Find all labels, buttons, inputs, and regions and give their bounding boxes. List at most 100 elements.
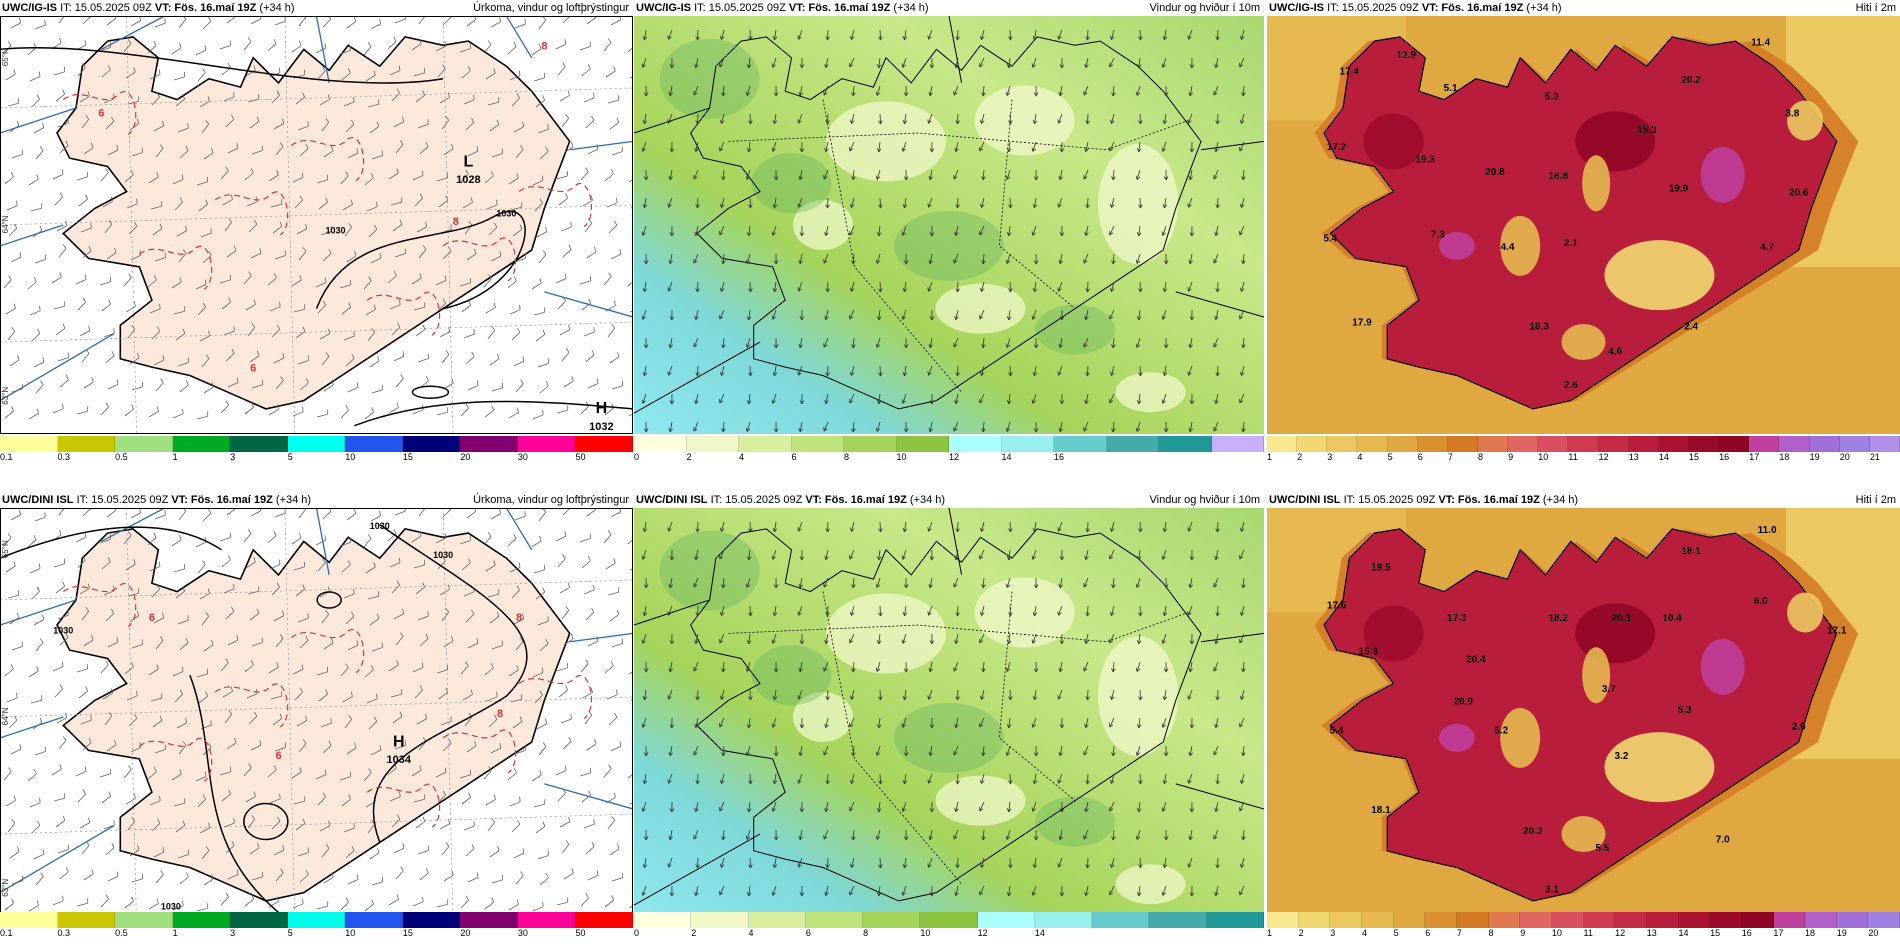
colorbar-swatch [1357, 436, 1388, 452]
iceland-coastline [690, 36, 1202, 410]
colorbar-swatch [1298, 912, 1331, 928]
temp-label: 5.3 [1678, 705, 1692, 716]
panel-header: UWC/IG-IS IT: 15.05.2025 09Z VT: Fös. 16… [634, 0, 1264, 16]
colorbar-swatch [863, 912, 921, 928]
colorbar-swatches [1267, 912, 1900, 928]
temp-label: 18.2 [1548, 613, 1568, 624]
colorbar-swatch [1551, 912, 1584, 928]
colorbar-tick-label: 4 [739, 452, 745, 462]
colorbar-tick-label: 10 [1538, 452, 1549, 462]
init-time: IT: 15.05.2025 09Z [60, 2, 152, 14]
colorbar-tick-label: 0.5 [115, 452, 128, 462]
colorbar-swatch [920, 912, 978, 928]
colorbar-swatch [1646, 912, 1679, 928]
temp-cool-areas [1500, 592, 1824, 853]
colorbar-tick-label: 0.3 [57, 452, 71, 462]
colorbar-swatch [1678, 912, 1711, 928]
colorbar-tick-label: 1 [1267, 928, 1273, 938]
colorbar-swatch [805, 912, 864, 928]
colorbar-ticks: 0.1 0.3 0.5 1 3 5 10 15 20 30 50 [0, 928, 633, 938]
temp-label: 3.7 [1602, 684, 1616, 695]
colorbar-swatch [0, 912, 58, 928]
model-name: UWC/IG-IS [1269, 2, 1324, 14]
map-area: L 1028 H 1032 8 6 8 6 1030 1030 65°N 64°N 63°N [0, 16, 633, 434]
temp-label: 19.5 [1371, 563, 1391, 574]
panel-header: UWC/DINI ISL IT: 15.05.2025 09Z VT: Fös.… [1267, 492, 1900, 508]
temp-label: 3.1 [1545, 885, 1559, 896]
colorbar-tick-label: 7 [1447, 452, 1453, 462]
colorbar-tick-label: 5 [287, 928, 293, 938]
colorbar-tick-label: 16 [1054, 452, 1065, 462]
colorbar-swatches [0, 436, 634, 452]
colorbar-tick-label: 13 [1628, 452, 1639, 462]
init-time: IT: 15.05.2025 09Z [694, 2, 786, 14]
map-label: 6 [98, 107, 104, 119]
map-area [634, 16, 1264, 434]
map-label: 6 [275, 750, 281, 762]
colorbar-swatch [1839, 436, 1870, 452]
panel-wind-dini: UWC/DINI ISL IT: 15.05.2025 09Z VT: Fös.… [634, 480, 1264, 950]
valid-time: VT: Fös. 16.maí 19Z [805, 494, 907, 506]
panel-title: Úrkoma, vindur og loftþrýstingur [473, 2, 629, 14]
panel-precip-dini: UWC/DINI ISL IT: 15.05.2025 09Z VT: Fös.… [0, 480, 634, 950]
map-label: 8 [541, 40, 547, 52]
colorbar-tick-label: 1 [1267, 452, 1273, 462]
colorbar-tick-label: 8 [1488, 928, 1494, 938]
meridian-lines [634, 16, 1264, 414]
colorbar: 0 2 4 6 8 10 12 14 [634, 912, 1264, 938]
temp-label: 20.1 [1612, 613, 1632, 624]
latitude-label: 64°N [1, 707, 10, 725]
colorbar-swatch [1583, 912, 1616, 928]
map-canvas [634, 16, 1264, 434]
colorbar-tick-label: 15 [402, 928, 413, 938]
valid-time: VT: Fös. 16.maí 19Z [171, 494, 273, 506]
wind-barbs [3, 508, 633, 912]
colorbar-swatch [1447, 436, 1478, 452]
map-area [634, 508, 1264, 926]
colorbar-tick-label: 3 [230, 928, 236, 938]
colorbar-tick-label: 14 [1001, 452, 1012, 462]
colorbar-swatch [57, 436, 116, 452]
colorbar-tick-label: 17 [1749, 452, 1760, 462]
colorbar-swatch [345, 436, 403, 452]
latitude-label: 65°N [1, 48, 10, 66]
colorbar-swatch [1568, 436, 1599, 452]
colorbar-tick-label: 10 [1551, 928, 1562, 938]
model-name: UWC/IG-IS [2, 2, 57, 14]
iceland-coastline [56, 36, 571, 410]
colorbar-swatch [1598, 436, 1629, 452]
colorbar-swatch [1836, 912, 1869, 928]
temp-label: 20.3 [1523, 826, 1543, 837]
temp-label: 3.2 [1615, 751, 1629, 762]
colorbar-swatch [172, 912, 231, 928]
colorbar-tick-label: 10 [345, 928, 356, 938]
map-labels: L 1028 H 1032 8 6 8 6 1030 1030 [98, 40, 613, 432]
panel-header: UWC/DINI ISL IT: 15.05.2025 09Z VT: Fös.… [634, 492, 1264, 508]
colorbar-ticks: 0.1 0.3 0.5 1 3 5 10 15 20 30 50 [0, 452, 633, 462]
colorbar-tick-label: 11 [1568, 452, 1578, 462]
colorbar-tick-label: 12 [949, 452, 960, 462]
wind-barbs [3, 16, 633, 420]
map-canvas: 11.0 19.5 18.1 17.6 6.0 17.3 18.2 20.1 10.4 17.1 1… [1267, 508, 1900, 926]
colorbar-swatch [517, 436, 576, 452]
colorbar-tick-label: 8 [844, 452, 850, 462]
colorbar-swatch [0, 436, 58, 452]
colorbar: 12345678910111213141516171819202122 [1267, 436, 1900, 462]
colorbar-tick-label: 10 [345, 452, 356, 462]
colorbar-swatch [1327, 436, 1358, 452]
map-label: 8 [453, 216, 459, 228]
temp-label: 17.9 [1352, 317, 1372, 328]
colorbar-swatch [1330, 912, 1362, 928]
colorbar-swatch [739, 436, 792, 452]
colorbar-swatch [1805, 912, 1837, 928]
colorbar-tick-label: 11 [1583, 928, 1593, 938]
wind-arrows [641, 29, 1246, 433]
colorbar-swatch [1520, 912, 1552, 928]
latitude-label: 64°N [1, 215, 10, 233]
colorbar-tick-label: 6 [1417, 452, 1423, 462]
colorbar-swatches [634, 912, 1264, 928]
temp-label: 6.0 [1754, 596, 1768, 607]
model-name: UWC/DINI ISL [2, 494, 74, 506]
map-canvas [634, 508, 1264, 926]
